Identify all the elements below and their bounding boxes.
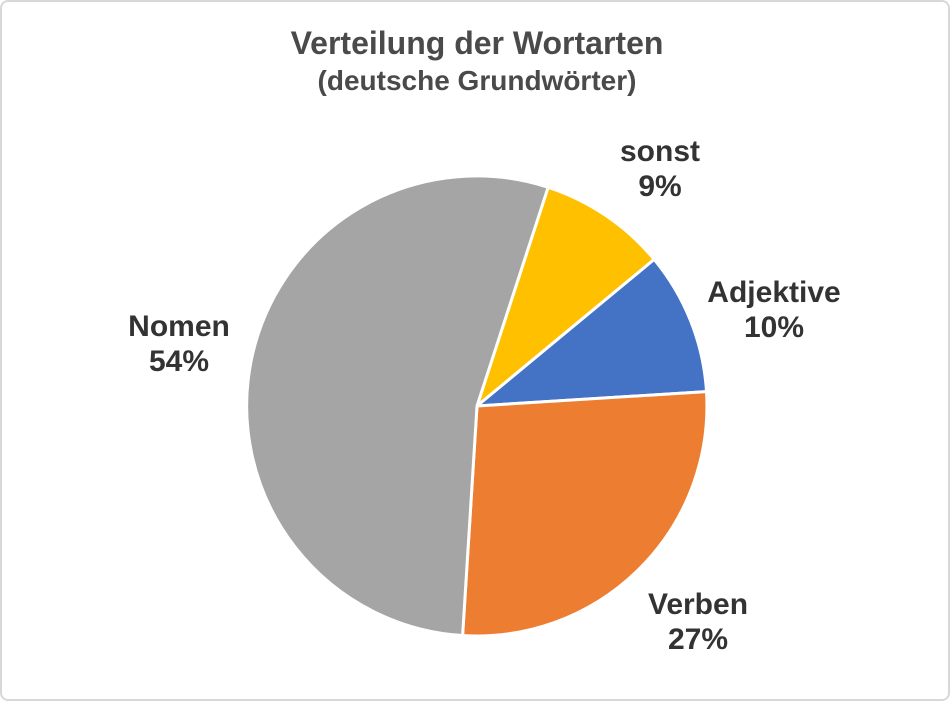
pie-slice-nomen	[245, 174, 550, 637]
slice-label-name: sonst	[619, 135, 701, 168]
slice-label-pct: 9%	[638, 170, 682, 203]
slice-label-name: Verben	[647, 588, 749, 621]
slice-label-pct: 54%	[148, 345, 210, 378]
slice-label-pct: 10%	[743, 311, 805, 344]
slice-label-nomen: Nomen 54%	[128, 309, 230, 379]
chart-title: Verteilung der Wortarten	[290, 25, 664, 61]
slice-label-name: Nomen	[128, 310, 230, 343]
slice-label-pct: 27%	[667, 623, 729, 656]
chart-title-block: Verteilung der Wortarten (deutsche Grund…	[2, 23, 948, 99]
slice-label-verben: Verben 27%	[648, 587, 748, 657]
slice-label-name: Adjektive	[707, 276, 841, 309]
pie-slice-sonst	[475, 185, 656, 408]
pie-slice-verben	[461, 390, 709, 638]
slice-label-sonst: sonst 9%	[620, 134, 700, 204]
chart-subtitle: (deutsche Grundwörter)	[317, 65, 637, 96]
pie-slice-adjektive	[475, 257, 708, 408]
slice-label-adjektive: Adjektive 10%	[707, 275, 840, 345]
